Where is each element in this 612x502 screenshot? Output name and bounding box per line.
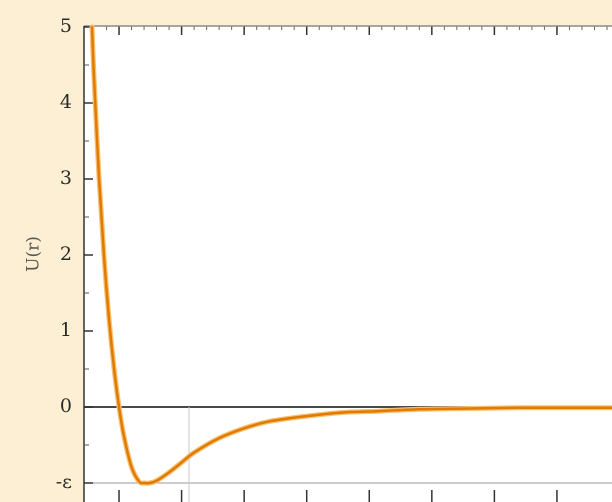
y-tick-label: -ε bbox=[56, 471, 72, 493]
y-tick-label: 2 bbox=[60, 243, 72, 265]
plot-area bbox=[84, 26, 612, 502]
y-tick-label: 4 bbox=[60, 91, 72, 113]
y-tick-label: 0 bbox=[60, 395, 72, 417]
y-axis-label: U(r) bbox=[24, 236, 44, 272]
potential-curve bbox=[90, 25, 612, 485]
major-ticks bbox=[118, 26, 558, 502]
y-tick-label: 3 bbox=[60, 167, 72, 189]
y-tick-labels: 5 4 3 2 1 0 -ε bbox=[56, 15, 72, 493]
y-tick-label: 1 bbox=[60, 319, 72, 341]
y-tick-label: 5 bbox=[60, 15, 72, 37]
